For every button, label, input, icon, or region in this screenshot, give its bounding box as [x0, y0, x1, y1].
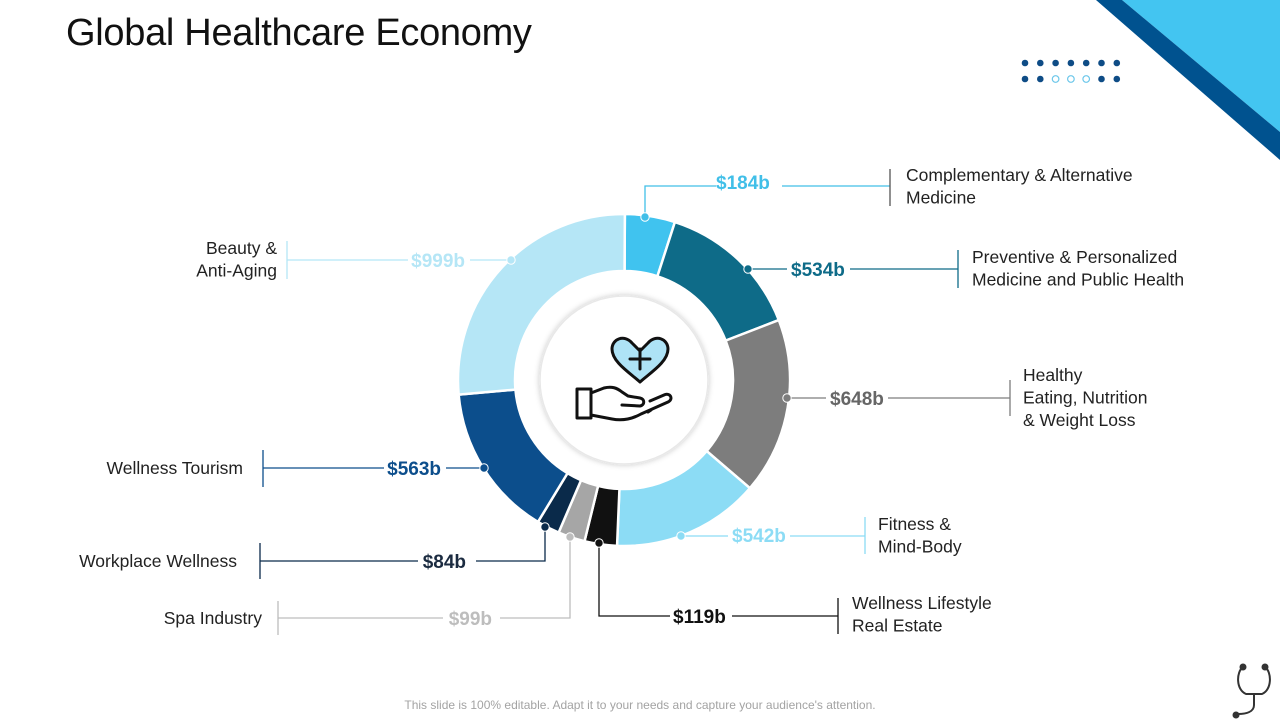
slice-annotations: $184b Complementary & Alternative Medicine… [79, 165, 1184, 636]
leader-line [598, 543, 670, 617]
decor-dot [1113, 75, 1121, 83]
decor-dot [1067, 59, 1075, 67]
anchor-dot [565, 532, 575, 542]
value-label: $184b [716, 173, 770, 194]
slice-annotation: $563b Wellness Tourism [107, 450, 489, 487]
donut-inner-ring [539, 295, 709, 465]
value-label: $119b [673, 607, 726, 628]
slice-annotation: $542b Fitness & Mind-Body [676, 514, 962, 557]
anchor-dot [540, 522, 550, 532]
slice-annotation: $999b Beauty & Anti-Aging [196, 238, 516, 281]
slice-annotation: $534b Preventive & Personalized Medicine a… [743, 247, 1184, 290]
heart-in-hand-icon [575, 336, 673, 422]
slice-annotation: $184b Complementary & Alternative Medicine [640, 165, 1133, 222]
slice-annotation: $84b Workplace Wellness [79, 522, 550, 579]
anchor-dot [782, 393, 792, 403]
corner-decoration [1096, 0, 1280, 160]
decor-dot [1098, 75, 1105, 83]
corner-triangle-dark [1096, 0, 1280, 160]
value-label: $534b [791, 260, 845, 281]
leader-line [500, 537, 571, 619]
leader-line [644, 185, 716, 217]
leader-line [476, 527, 546, 562]
category-label: Workplace Wellness [79, 551, 237, 571]
decor-dot [1082, 59, 1090, 67]
decor-dot [1021, 59, 1029, 67]
decor-dot [1037, 59, 1044, 67]
decor-dot [1082, 75, 1091, 83]
anchor-dot [640, 212, 650, 222]
category-label: Spa Industry [164, 608, 262, 628]
anchor-dot [676, 531, 686, 541]
decor-dot [1037, 75, 1044, 83]
slice-annotation: $99b Spa Industry [164, 532, 575, 635]
category-label: Complementary & Alternative Medicine [906, 165, 1133, 208]
decor-dot [1021, 75, 1029, 83]
decor-dot [1052, 59, 1059, 67]
donut-slices [456, 212, 792, 548]
slice-annotation: $119b Wellness Lifestyle Real Estate [594, 538, 992, 636]
category-label: Healthy Eating, Nutrition & Weight Loss [1023, 365, 1148, 430]
category-label: Preventive & Personalized Medicine and Pu… [972, 247, 1184, 290]
value-label: $84b [423, 552, 466, 573]
value-label: $648b [830, 389, 884, 410]
decor-dot [1113, 59, 1121, 67]
value-label: $542b [732, 526, 786, 547]
value-label: $999b [411, 251, 465, 272]
category-label: Wellness Lifestyle Real Estate [852, 593, 992, 636]
decor-dot [1098, 59, 1105, 67]
anchor-dot [506, 255, 516, 265]
category-label: Wellness Tourism [107, 458, 243, 478]
value-label: $99b [449, 609, 492, 630]
page-title: Global Healthcare Economy [66, 12, 532, 54]
stethoscope-icon [1232, 663, 1271, 719]
anchor-dot [479, 463, 489, 473]
category-label: Beauty & Anti-Aging [196, 238, 277, 281]
anchor-dot [594, 538, 604, 548]
donut-slice [456, 212, 627, 396]
value-label: $563b [387, 459, 441, 480]
slice-annotation: $648b Healthy Eating, Nutrition & Weight Lo… [782, 365, 1148, 430]
decor-dot [1066, 75, 1075, 83]
decor-dot [1051, 75, 1060, 83]
anchor-dot [743, 264, 753, 274]
footer-note: This slide is 100% editable. Adapt it to… [404, 698, 876, 712]
category-label: Fitness & Mind-Body [878, 514, 962, 557]
dot-grid-decoration [1021, 59, 1121, 83]
